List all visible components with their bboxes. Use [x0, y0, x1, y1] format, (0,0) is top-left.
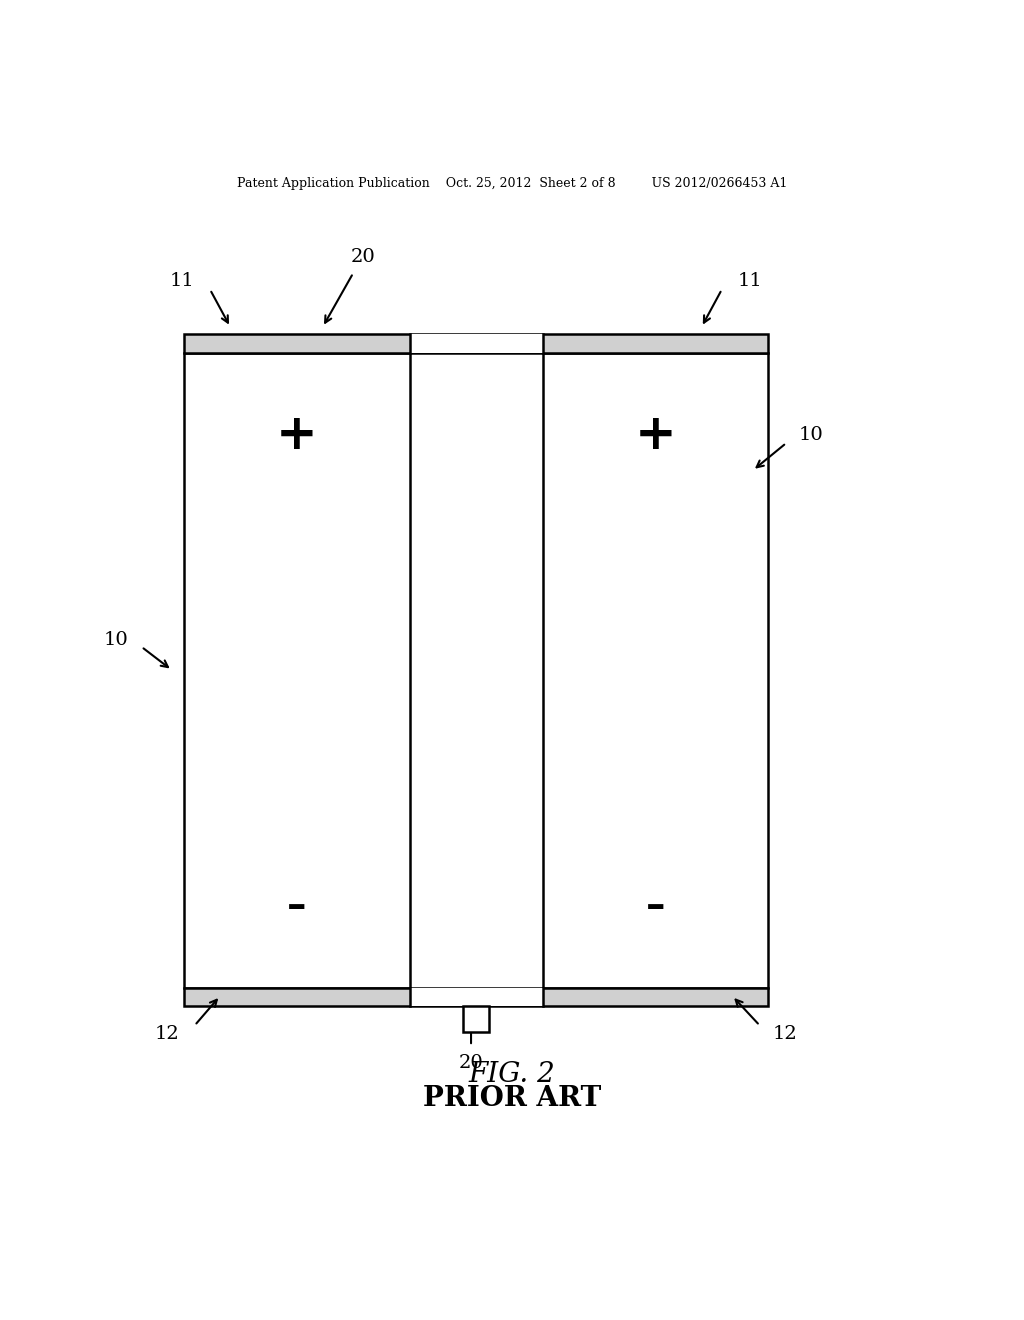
Text: PRIOR ART: PRIOR ART — [423, 1085, 601, 1111]
Bar — [410, 334, 543, 352]
Text: 20: 20 — [459, 1055, 483, 1072]
Bar — [184, 987, 768, 1006]
Text: –: – — [287, 887, 307, 925]
Text: 11: 11 — [737, 272, 762, 290]
Text: +: + — [276, 411, 317, 459]
Text: –: – — [645, 887, 666, 925]
Text: 20: 20 — [351, 248, 376, 265]
Text: 11: 11 — [170, 272, 195, 290]
Text: 12: 12 — [773, 1024, 798, 1043]
Text: +: + — [635, 411, 676, 459]
Text: Patent Application Publication    Oct. 25, 2012  Sheet 2 of 8         US 2012/02: Patent Application Publication Oct. 25, … — [237, 177, 787, 190]
Bar — [410, 987, 543, 1006]
Text: 10: 10 — [103, 631, 128, 648]
Bar — [543, 352, 768, 987]
Bar — [463, 1006, 489, 1032]
Text: 10: 10 — [799, 426, 823, 444]
Bar — [184, 352, 410, 987]
Bar — [184, 334, 768, 352]
Text: 12: 12 — [155, 1024, 179, 1043]
Text: FIG. 2: FIG. 2 — [469, 1061, 555, 1088]
